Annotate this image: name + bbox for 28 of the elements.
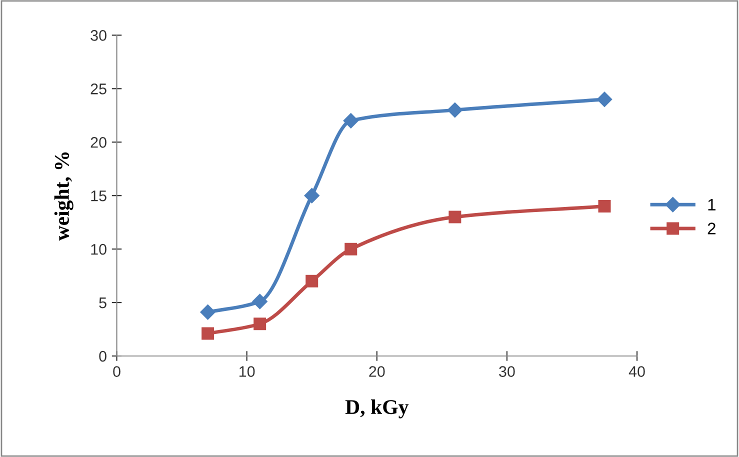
legend-label: 1 [708, 198, 716, 210]
y-tick-label: 30 [90, 30, 106, 41]
point [448, 210, 462, 224]
y-tick-label: 25 [90, 84, 106, 94]
point [343, 113, 358, 128]
y-tick-label: 15 [91, 190, 106, 202]
point [252, 294, 268, 310]
y-tick-label: 5 [99, 298, 106, 308]
y-axis-title: weight, % [54, 152, 74, 241]
x-tick-label: 30 [499, 366, 515, 377]
x-tick-label: 0 [113, 366, 120, 377]
x-tick-label: 40 [628, 366, 645, 377]
x-axis-title: D, kGy [345, 399, 409, 418]
y-tick-label: 10 [91, 244, 106, 255]
point [202, 327, 214, 340]
point [447, 102, 462, 118]
point [304, 188, 320, 204]
point [254, 318, 266, 330]
x-tick-label: 10 [239, 366, 255, 377]
y-tick-label: 20 [90, 136, 106, 148]
y-tick-label: 0 [99, 350, 106, 362]
x-tick-label: 20 [369, 366, 385, 377]
point [596, 92, 612, 107]
legend-label: 2 [708, 222, 716, 234]
point [598, 200, 611, 213]
point [306, 274, 318, 288]
point [344, 242, 358, 256]
point [200, 304, 216, 320]
